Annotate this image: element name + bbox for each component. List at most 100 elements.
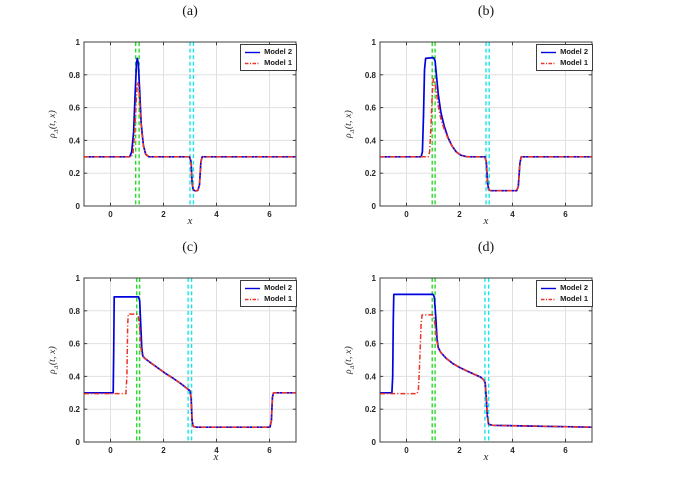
x-axis-label: x <box>213 451 219 463</box>
legend-label: Model 2 <box>264 47 292 56</box>
ylabel-args: (t, x) <box>344 346 355 366</box>
legend-label: Model 1 <box>264 294 292 303</box>
legend-label: Model 2 <box>560 283 588 292</box>
legend-label: Model 1 <box>264 58 292 67</box>
legend-entry-model-2: Model 2 <box>540 283 588 293</box>
svg-text:4: 4 <box>214 210 219 219</box>
ylabel-rho: ρ <box>344 133 355 138</box>
legend: Model 2 Model 1 <box>240 44 297 71</box>
y-axis-label: ρΔ(t, x) <box>344 346 356 374</box>
svg-text:0: 0 <box>108 446 113 455</box>
svg-text:0: 0 <box>404 446 409 455</box>
legend: Model 2 Model 1 <box>240 280 297 307</box>
subplot-a: (a) 0 2 4 6 0 0.2 0.4 0.6 0.8 1 ρΔ(t, x) x Model … <box>44 4 314 240</box>
svg-text:0: 0 <box>404 210 409 219</box>
legend-line-sample <box>541 62 557 64</box>
subplot-c: (c) 0 2 4 6 0 0.2 0.4 0.6 0.8 1 ρΔ(t, x) x Model … <box>44 240 314 476</box>
svg-text:0.4: 0.4 <box>365 372 377 381</box>
legend-entry-model-1: Model 1 <box>244 294 292 304</box>
legend-line-sample <box>541 51 557 53</box>
x-axis-label: x <box>483 451 489 463</box>
subplot-d: (d) 0 2 4 6 0 0.2 0.4 0.6 0.8 1 ρΔ(t, x) x Model … <box>340 240 610 476</box>
subplot-b: (b) 0 2 4 6 0 0.2 0.4 0.6 0.8 1 ρΔ(t, x) x Model … <box>340 4 610 240</box>
svg-text:0.6: 0.6 <box>365 340 377 349</box>
legend-line-sample <box>245 51 261 53</box>
ylabel-args: (t, x) <box>48 346 59 366</box>
svg-text:4: 4 <box>510 210 515 219</box>
ylabel-sub: Δ <box>52 365 60 370</box>
legend-label: Model 1 <box>560 294 588 303</box>
svg-text:2: 2 <box>161 446 166 455</box>
legend-line-sample <box>541 287 557 289</box>
svg-text:0.2: 0.2 <box>365 405 377 414</box>
svg-text:6: 6 <box>563 446 568 455</box>
svg-text:0.6: 0.6 <box>365 104 377 113</box>
svg-text:2: 2 <box>457 210 462 219</box>
subplot-title: (c) <box>182 240 198 255</box>
legend-entry-model-2: Model 2 <box>244 47 292 57</box>
svg-text:0.6: 0.6 <box>69 340 81 349</box>
ylabel-rho: ρ <box>48 369 59 374</box>
ylabel-args: (t, x) <box>48 110 59 130</box>
ylabel-args: (t, x) <box>344 110 355 130</box>
svg-text:0.8: 0.8 <box>69 307 81 316</box>
legend-line-sample <box>245 62 261 64</box>
legend-entry-model-1: Model 1 <box>540 58 588 68</box>
subplot-title: (a) <box>182 4 198 19</box>
svg-text:6: 6 <box>267 210 272 219</box>
svg-text:1: 1 <box>76 274 81 283</box>
svg-text:0.4: 0.4 <box>69 136 81 145</box>
svg-text:1: 1 <box>372 274 377 283</box>
legend-entry-model-2: Model 2 <box>244 283 292 293</box>
svg-text:2: 2 <box>161 210 166 219</box>
legend-line-sample <box>541 298 557 300</box>
y-axis-label: ρΔ(t, x) <box>344 110 356 138</box>
legend-entry-model-2: Model 2 <box>540 47 588 57</box>
svg-text:2: 2 <box>457 446 462 455</box>
ylabel-sub: Δ <box>348 365 356 370</box>
svg-text:6: 6 <box>563 210 568 219</box>
legend-entry-model-1: Model 1 <box>244 58 292 68</box>
legend-label: Model 1 <box>560 58 588 67</box>
axes-a: 0 2 4 6 0 0.2 0.4 0.6 0.8 1 <box>69 38 297 219</box>
svg-text:0: 0 <box>372 202 377 211</box>
svg-text:1: 1 <box>372 38 377 47</box>
svg-text:0.2: 0.2 <box>69 405 81 414</box>
legend-line-sample <box>245 298 261 300</box>
axes-c: 0 2 4 6 0 0.2 0.4 0.6 0.8 1 <box>69 274 297 455</box>
ylabel-sub: Δ <box>348 129 356 134</box>
y-axis-label: ρΔ(t, x) <box>48 110 60 138</box>
svg-text:0.2: 0.2 <box>69 169 81 178</box>
legend-entry-model-1: Model 1 <box>540 294 588 304</box>
svg-text:1: 1 <box>76 38 81 47</box>
legend-line-sample <box>245 287 261 289</box>
x-axis-label: x <box>483 215 489 227</box>
svg-text:0: 0 <box>372 438 377 447</box>
svg-text:0.4: 0.4 <box>365 136 377 145</box>
ylabel-rho: ρ <box>344 369 355 374</box>
svg-text:0.4: 0.4 <box>69 372 81 381</box>
svg-text:0.6: 0.6 <box>69 104 81 113</box>
svg-text:0: 0 <box>76 438 81 447</box>
x-axis-label: x <box>187 215 193 227</box>
svg-text:4: 4 <box>510 446 515 455</box>
svg-text:6: 6 <box>267 446 272 455</box>
legend: Model 2 Model 1 <box>536 280 593 307</box>
legend: Model 2 Model 1 <box>536 44 593 71</box>
subplot-title: (b) <box>477 4 495 19</box>
y-axis-label: ρΔ(t, x) <box>48 346 60 374</box>
svg-text:0: 0 <box>108 210 113 219</box>
svg-text:0.8: 0.8 <box>69 71 81 80</box>
subplot-title: (d) <box>477 240 495 255</box>
svg-text:0.8: 0.8 <box>365 307 377 316</box>
ylabel-sub: Δ <box>52 129 60 134</box>
legend-label: Model 2 <box>264 283 292 292</box>
svg-text:0.2: 0.2 <box>365 169 377 178</box>
svg-text:0.8: 0.8 <box>365 71 377 80</box>
legend-label: Model 2 <box>560 47 588 56</box>
axes-b: 0 2 4 6 0 0.2 0.4 0.6 0.8 1 <box>365 38 593 219</box>
svg-text:0: 0 <box>76 202 81 211</box>
ylabel-rho: ρ <box>48 133 59 138</box>
svg-text:4: 4 <box>214 446 219 455</box>
